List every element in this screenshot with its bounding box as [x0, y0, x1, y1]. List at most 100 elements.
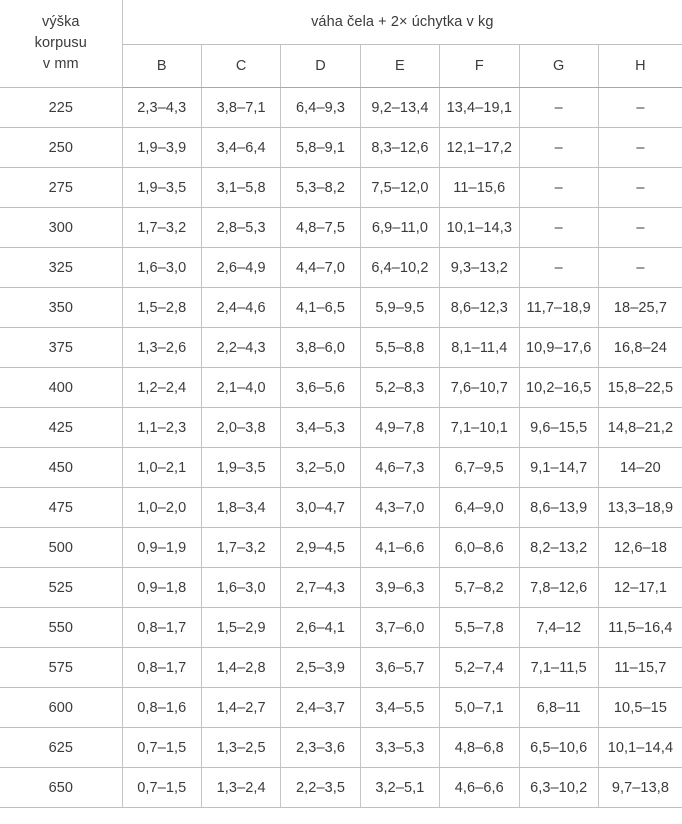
cell-b: 0,7–1,5: [121, 727, 203, 768]
row-height-value: 325: [0, 247, 123, 288]
cell-d: 5,8–9,1: [280, 127, 361, 168]
cell-h: 13,3–18,9: [598, 487, 682, 528]
table-row: 400 1,2–2,4 2,1–4,0 3,6–5,6 5,2–8,3 7,6–10,7 1…: [0, 367, 682, 408]
cell-f: 5,5–7,8: [439, 607, 520, 648]
cell-c: 1,4–2,8: [201, 647, 282, 688]
cell-d: 2,9–4,5: [280, 527, 361, 568]
cell-e: 8,3–12,6: [360, 127, 441, 168]
cell-e: 3,4–5,5: [360, 687, 441, 728]
cell-e: 9,2–13,4: [360, 87, 441, 128]
cell-d: 2,6–4,1: [280, 607, 361, 648]
column-header-c: C: [201, 44, 282, 88]
table-row: 225 2,3–4,3 3,8–7,1 6,4–9,3 9,2–13,4 13,4–19,…: [0, 87, 682, 128]
row-height-value: 225: [0, 87, 123, 128]
cell-f: 7,6–10,7: [439, 367, 520, 408]
cell-b: 1,7–3,2: [121, 207, 203, 248]
column-header-d: D: [280, 44, 361, 88]
cell-f: 8,1–11,4: [439, 327, 520, 368]
row-height-value: 300: [0, 207, 123, 248]
cell-h: 9,7–13,8: [598, 767, 682, 808]
stub-header-line-2: korpusu: [34, 34, 87, 51]
row-height-value: 550: [0, 607, 123, 648]
cell-h: 15,8–22,5: [598, 367, 682, 408]
cell-b: 1,0–2,0: [121, 487, 203, 528]
row-height-value: 375: [0, 327, 123, 368]
table-row: 475 1,0–2,0 1,8–3,4 3,0–4,7 4,3–7,0 6,4–9,0 8,…: [0, 487, 682, 528]
table-row: 250 1,9–3,9 3,4–6,4 5,8–9,1 8,3–12,6 12,1–17,…: [0, 127, 682, 168]
cell-h: –: [598, 207, 682, 248]
table-row: 425 1,1–2,3 2,0–3,8 3,4–5,3 4,9–7,8 7,1–10,1 9…: [0, 407, 682, 448]
cell-f: 12,1–17,2: [439, 127, 520, 168]
table-row: 325 1,6–3,0 2,6–4,9 4,4–7,0 6,4–10,2 9,3–13,2…: [0, 247, 682, 288]
cell-c: 3,8–7,1: [201, 87, 282, 128]
row-height-value: 475: [0, 487, 123, 528]
span-header-weight-label: váha čela + 2× úchytka v kg: [121, 0, 682, 45]
row-height-value: 650: [0, 767, 123, 808]
cell-c: 2,8–5,3: [201, 207, 282, 248]
cell-d: 3,2–5,0: [280, 447, 361, 488]
cell-h: 11,5–16,4: [598, 607, 682, 648]
cell-c: 1,8–3,4: [201, 487, 282, 528]
cell-g: 6,8–11: [519, 687, 599, 728]
table-row: 450 1,0–2,1 1,9–3,5 3,2–5,0 4,6–7,3 6,7–9,5 9,…: [0, 447, 682, 488]
cell-e: 4,1–6,6: [360, 527, 441, 568]
cell-d: 3,6–5,6: [280, 367, 361, 408]
cell-b: 1,1–2,3: [121, 407, 203, 448]
row-height-value: 450: [0, 447, 123, 488]
cell-e: 4,6–7,3: [360, 447, 441, 488]
cell-c: 1,3–2,5: [201, 727, 282, 768]
cell-e: 5,9–9,5: [360, 287, 441, 328]
cell-f: 6,7–9,5: [439, 447, 520, 488]
row-height-value: 575: [0, 647, 123, 688]
cell-h: –: [598, 247, 682, 288]
table-body: 225 2,3–4,3 3,8–7,1 6,4–9,3 9,2–13,4 13,4–19,…: [0, 87, 682, 808]
cell-b: 1,9–3,9: [121, 127, 203, 168]
cell-g: 10,9–17,6: [519, 327, 599, 368]
cell-h: 10,5–15: [598, 687, 682, 728]
table-row: 575 0,8–1,7 1,4–2,8 2,5–3,9 3,6–5,7 5,2–7,4 7,…: [0, 647, 682, 688]
cell-e: 6,4–10,2: [360, 247, 441, 288]
cell-b: 1,6–3,0: [121, 247, 203, 288]
cell-b: 0,9–1,8: [121, 567, 203, 608]
cell-g: –: [519, 127, 599, 168]
column-header-e: E: [360, 44, 441, 88]
row-height-value: 600: [0, 687, 123, 728]
cell-c: 1,7–3,2: [201, 527, 282, 568]
cell-f: 5,0–7,1: [439, 687, 520, 728]
cell-d: 2,3–3,6: [280, 727, 361, 768]
cell-d: 2,5–3,9: [280, 647, 361, 688]
cell-d: 2,7–4,3: [280, 567, 361, 608]
cell-h: 16,8–24: [598, 327, 682, 368]
table-row: 275 1,9–3,5 3,1–5,8 5,3–8,2 7,5–12,0 11–15,6–…: [0, 167, 682, 208]
table-row: 525 0,9–1,8 1,6–3,0 2,7–4,3 3,9–6,3 5,7–8,2 7,…: [0, 567, 682, 608]
cell-c: 1,4–2,7: [201, 687, 282, 728]
cell-d: 3,4–5,3: [280, 407, 361, 448]
cell-d: 4,8–7,5: [280, 207, 361, 248]
cell-g: 9,1–14,7: [519, 447, 599, 488]
table-row: 600 0,8–1,6 1,4–2,7 2,4–3,7 3,4–5,5 5,0–7,1 6,…: [0, 687, 682, 728]
cell-f: 4,8–6,8: [439, 727, 520, 768]
cell-h: 14,8–21,2: [598, 407, 682, 448]
cell-f: 7,1–10,1: [439, 407, 520, 448]
row-height-value: 525: [0, 567, 123, 608]
column-header-g: G: [519, 44, 599, 88]
table-row: 650 0,7–1,5 1,3–2,4 2,2–3,5 3,2–5,1 4,6–6,6 6,…: [0, 767, 682, 808]
cell-g: –: [519, 207, 599, 248]
table-row: 350 1,5–2,8 2,4–4,6 4,1–6,5 5,9–9,5 8,6–12,3 1…: [0, 287, 682, 328]
cell-h: 18–25,7: [598, 287, 682, 328]
cell-g: 10,2–16,5: [519, 367, 599, 408]
stub-header-height-label: výška korpusu v mm: [0, 0, 123, 88]
cell-e: 3,2–5,1: [360, 767, 441, 808]
cell-d: 2,4–3,7: [280, 687, 361, 728]
cell-h: –: [598, 87, 682, 128]
cell-g: –: [519, 247, 599, 288]
column-header-h: H: [598, 44, 682, 88]
cell-b: 1,9–3,5: [121, 167, 203, 208]
cell-f: 6,4–9,0: [439, 487, 520, 528]
cell-e: 6,9–11,0: [360, 207, 441, 248]
cell-c: 2,0–3,8: [201, 407, 282, 448]
cell-e: 3,3–5,3: [360, 727, 441, 768]
row-height-value: 425: [0, 407, 123, 448]
cell-b: 0,7–1,5: [121, 767, 203, 808]
